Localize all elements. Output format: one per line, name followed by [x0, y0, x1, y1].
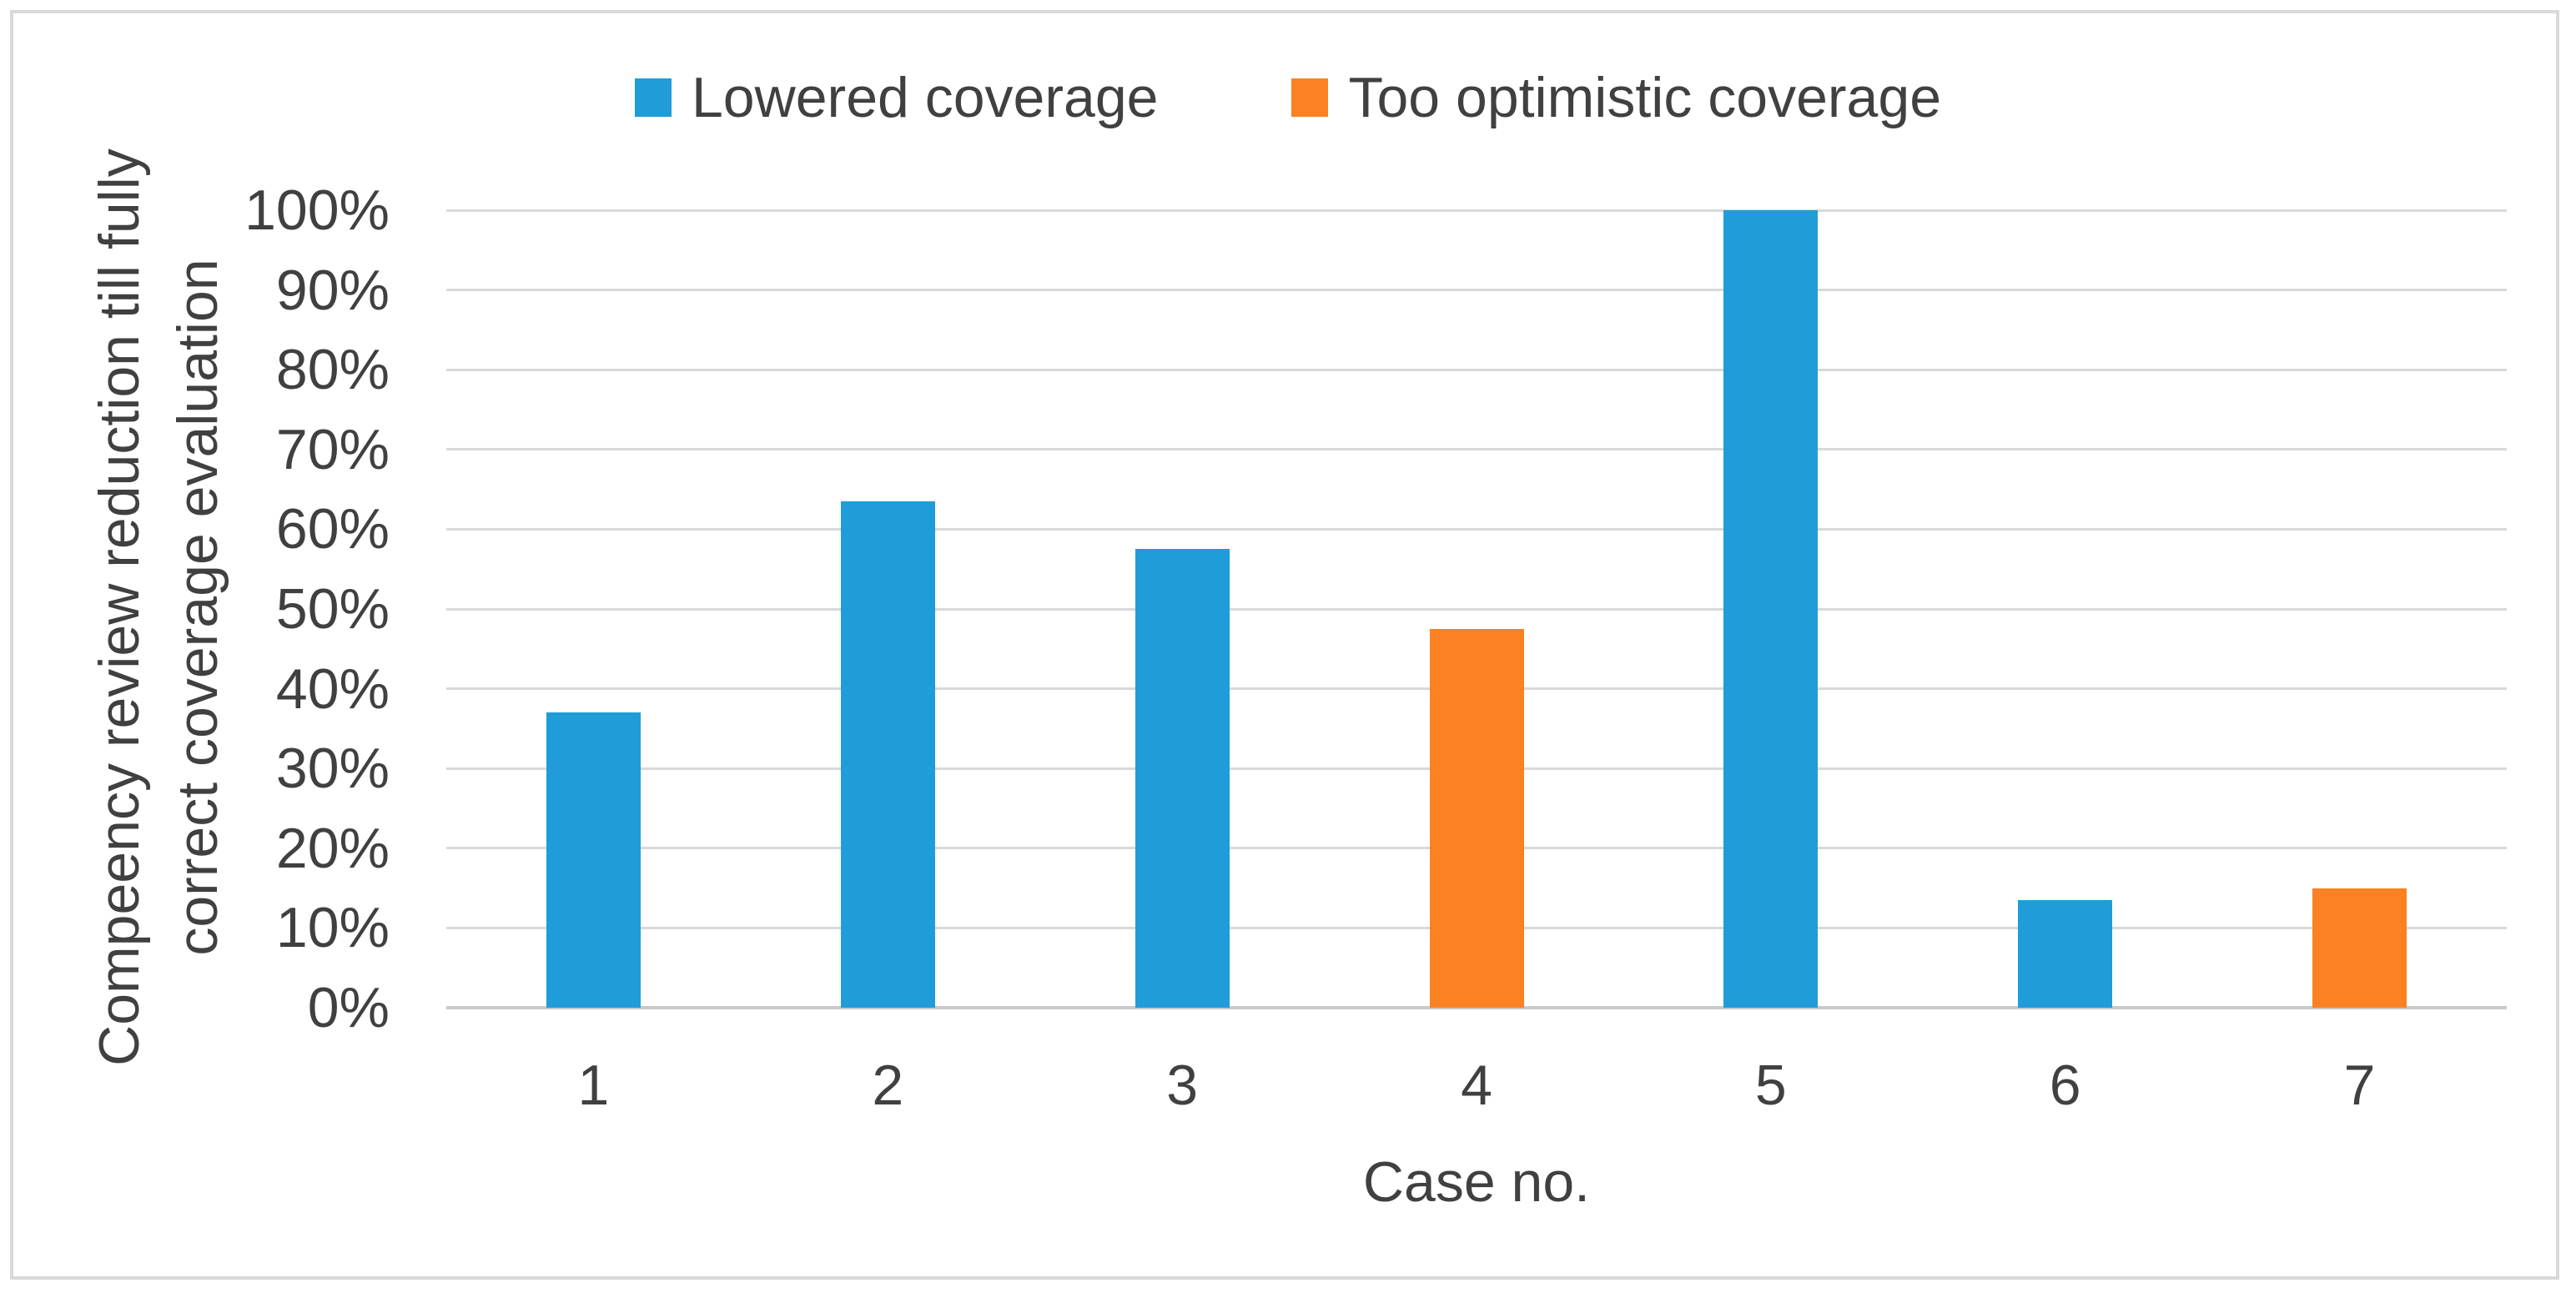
x-tick-label-7: 7 — [2343, 1054, 2376, 1117]
legend-swatch-blue — [634, 78, 672, 117]
y-tick-label-80%: 80% — [275, 338, 390, 402]
x-tick-label-3: 3 — [1166, 1054, 1199, 1117]
y-tick-label-40%: 40% — [275, 657, 390, 721]
legend-item-lowered-coverage: Lowered coverage — [634, 65, 1159, 130]
y-tick-label-70%: 70% — [275, 417, 390, 481]
legend-item-too-optimistic-coverage: Too optimistic coverage — [1291, 65, 1941, 130]
plot-area — [446, 209, 2507, 1009]
gridline-90 — [446, 289, 2507, 292]
x-axis-title: Case no. — [1362, 1150, 1591, 1214]
legend-label: Lowered coverage — [691, 66, 1159, 129]
legend-label: Too optimistic coverage — [1348, 66, 1942, 129]
x-axis-line — [446, 1006, 2507, 1009]
chart-legend: Lowered coverage Too optimistic coverage — [0, 65, 2576, 130]
y-tick-label-100%: 100% — [244, 179, 390, 242]
y-tick-label-20%: 20% — [275, 816, 390, 880]
x-axis-tick-labels: 1 2 3 4 5 6 7 — [446, 1053, 2507, 1119]
x-tick-label-4: 4 — [1461, 1054, 1492, 1117]
x-tick-label-5: 5 — [1754, 1054, 1787, 1117]
y-tick-label-90%: 90% — [275, 258, 390, 322]
bar-case-6 — [2018, 899, 2113, 1008]
bar-case-1 — [546, 712, 641, 1008]
gridline-100 — [446, 209, 2507, 212]
x-tick-label-6: 6 — [2049, 1054, 2081, 1117]
bar-case-2 — [840, 501, 935, 1008]
bar-case-7 — [2312, 888, 2407, 1008]
gridline-80 — [446, 368, 2507, 371]
y-tick-label-10%: 10% — [275, 896, 390, 960]
gridline-50 — [446, 607, 2507, 611]
y-axis-tick-labels: 0% 10% 20% 30% 40% 50% 60% 70% 80% 90% 100% — [0, 182, 390, 1036]
legend-swatch-orange — [1291, 78, 1329, 117]
bar-case-5 — [1723, 210, 1819, 1008]
x-tick-label-2: 2 — [872, 1054, 904, 1117]
gridline-70 — [446, 448, 2507, 451]
y-tick-label-0%: 0% — [307, 976, 390, 1039]
bar-case-4 — [1429, 628, 1524, 1008]
y-tick-label-50%: 50% — [275, 577, 390, 641]
y-tick-label-30%: 30% — [275, 737, 390, 801]
y-tick-label-60%: 60% — [275, 497, 390, 561]
gridline-60 — [446, 527, 2507, 531]
x-tick-label-1: 1 — [577, 1054, 610, 1117]
chart-border-frame — [10, 10, 2559, 1280]
bar-case-3 — [1135, 549, 1230, 1008]
